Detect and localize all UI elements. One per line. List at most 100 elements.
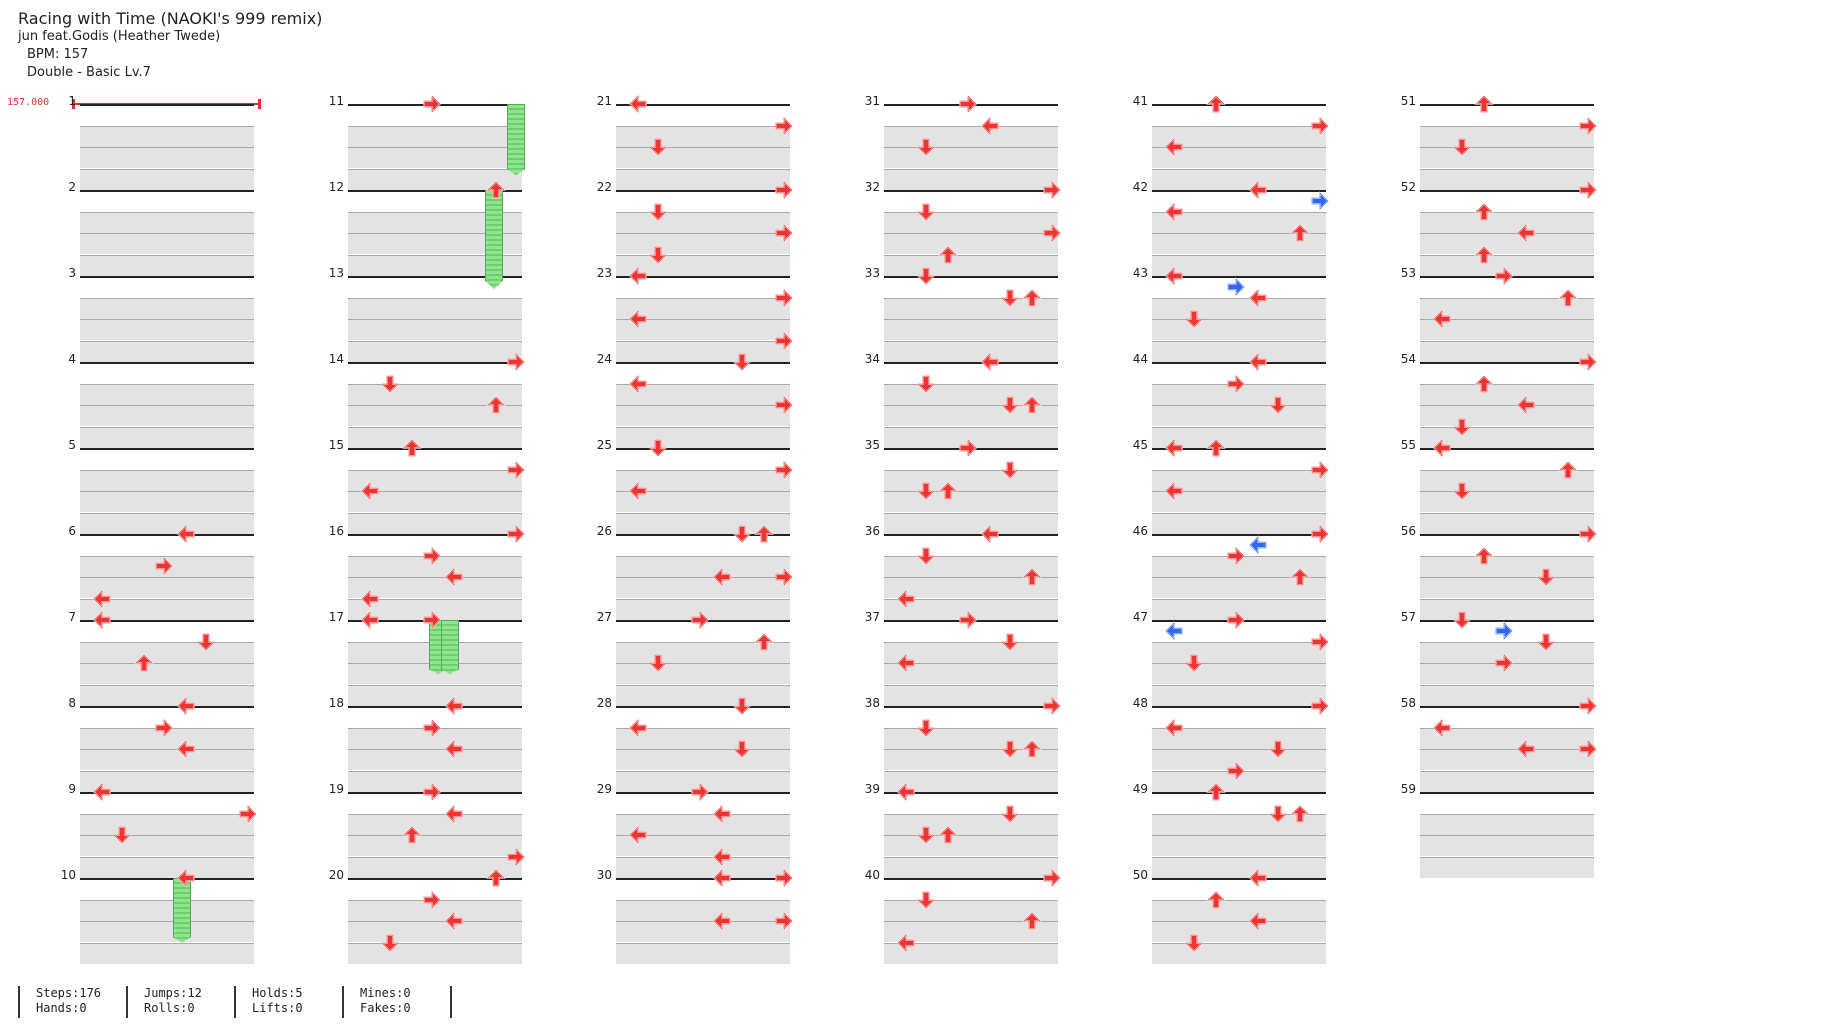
measure-beat-band [80, 856, 254, 878]
arrow-down-icon [196, 632, 216, 651]
measure-beat-band [884, 362, 1058, 383]
measure-beat-band [884, 813, 1058, 835]
measure-beat-band [884, 491, 1058, 512]
measure-beat-band [80, 168, 254, 190]
measure-beat-band [616, 125, 790, 147]
measure-beat-band [1420, 577, 1594, 598]
arrow-left-icon [1249, 535, 1267, 555]
arrow-right-icon [775, 459, 793, 480]
measure-beat-band [616, 147, 790, 168]
measure-beat-band [348, 770, 522, 792]
arrow-up-icon [1474, 245, 1494, 264]
measure-number: 52 [1400, 180, 1416, 194]
measure-beat-band [616, 663, 790, 684]
measure-line [80, 362, 254, 364]
arrow-up-icon [754, 632, 774, 651]
measure-beat-band [80, 641, 254, 663]
arrow-down-icon [916, 890, 936, 909]
measure-line [80, 276, 254, 278]
arrow-left-icon [177, 868, 195, 888]
arrow-up-icon [754, 525, 774, 543]
arrow-up-icon [938, 826, 958, 844]
measure-beat-band [80, 104, 254, 125]
measure-beat-band [616, 405, 790, 426]
arrow-down-icon [1000, 632, 1020, 651]
measure-beat-band [1152, 577, 1326, 598]
measure-beat-band [348, 469, 522, 491]
measure-beat-band [616, 383, 790, 405]
arrow-left-icon [629, 94, 647, 114]
measure-line [616, 878, 790, 880]
arrow-down-icon [1000, 740, 1020, 758]
measure-beat-band [80, 147, 254, 168]
arrow-right-icon [1579, 180, 1597, 200]
measure-beat-band [348, 319, 522, 340]
arrow-right-icon [775, 330, 793, 351]
measure-line [80, 878, 254, 880]
measure-beat-band [80, 899, 254, 921]
measure-number: 58 [1400, 696, 1416, 710]
arrow-left-icon [897, 782, 915, 802]
arrow-left-icon [1433, 438, 1451, 458]
measure-beat-band [1152, 684, 1326, 706]
arrow-down-icon [732, 353, 752, 371]
measure-line [348, 362, 522, 364]
stat-group-mines: Mines:0 Fakes:0 [342, 986, 450, 1018]
measure-beat-band [1152, 491, 1326, 512]
arrow-down-icon [916, 202, 936, 221]
arrow-right-icon [239, 803, 257, 824]
arrow-left-icon [897, 588, 915, 609]
arrow-right-icon [1227, 610, 1245, 630]
measure-number: 14 [328, 352, 344, 366]
arrow-left-icon [1165, 438, 1183, 458]
arrow-right-icon [1579, 696, 1597, 716]
song-artist: jun feat.Godis (Heather Twede) [18, 29, 221, 44]
measure-number: 5 [68, 438, 76, 452]
measure-beat-band [80, 469, 254, 491]
arrow-left-icon [1249, 911, 1267, 931]
measure-beat-band [1420, 856, 1594, 878]
measure-beat-band [884, 770, 1058, 792]
measure-number: 11 [328, 94, 344, 108]
arrow-right-icon [423, 782, 441, 802]
arrow-left-icon [445, 696, 463, 716]
measure-beat-band [1420, 147, 1594, 168]
measure-beat-band [1420, 405, 1594, 426]
arrow-left-icon [981, 352, 999, 372]
arrow-up-icon [1022, 912, 1042, 930]
measure-number: 36 [864, 524, 880, 538]
measure-number: 12 [328, 180, 344, 194]
measure-beat-band [348, 491, 522, 512]
arrow-left-icon [361, 588, 379, 609]
measure-beat-band [616, 297, 790, 319]
measure-beat-band [348, 448, 522, 469]
arrow-right-icon [1311, 115, 1329, 136]
measure-line [616, 276, 790, 278]
arrow-right-icon [1043, 868, 1061, 888]
arrow-left-icon [1517, 395, 1535, 415]
measure-beat-band [616, 770, 790, 792]
arrow-left-icon [445, 803, 463, 824]
measure-number: 50 [1132, 868, 1148, 882]
measure-beat-band [1420, 555, 1594, 577]
measure-beat-band [348, 211, 522, 233]
measure-beat-band [616, 491, 790, 512]
measure-beat-band [80, 598, 254, 620]
hold-note-body [485, 190, 503, 289]
arrow-left-icon [981, 115, 999, 136]
measure-beat-band [884, 856, 1058, 878]
stat-group-jumps: Jumps:12 Rolls:0 [126, 986, 234, 1018]
measure-beat-band [348, 749, 522, 770]
measure-line [884, 534, 1058, 536]
measure-number: 3 [68, 266, 76, 280]
measure-beat-band [616, 727, 790, 749]
arrow-right-icon [1043, 223, 1061, 243]
measure-beat-band [616, 168, 790, 190]
measure-beat-band [884, 706, 1058, 727]
arrow-down-icon [1184, 933, 1204, 952]
measure-number: 21 [596, 94, 612, 108]
arrow-down-icon [1000, 460, 1020, 479]
measure-beat-band [1420, 125, 1594, 147]
arrow-right-icon [507, 352, 525, 372]
measure-beat-band [616, 233, 790, 254]
